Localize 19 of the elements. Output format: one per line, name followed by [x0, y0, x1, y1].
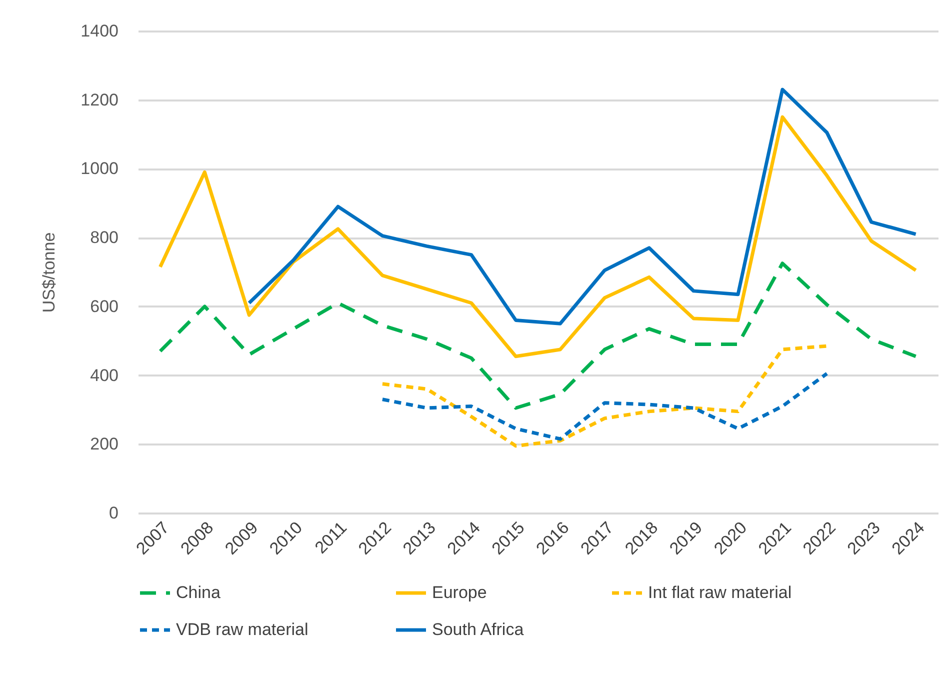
- legend-label: VDB raw material: [176, 620, 308, 639]
- legend-label: Europe: [432, 583, 487, 602]
- y-tick-label: 1400: [80, 22, 118, 40]
- legend-label: South Africa: [432, 620, 524, 639]
- y-tick-label: 800: [90, 228, 118, 248]
- y-tick-label: 200: [90, 434, 118, 454]
- legend-label: Int flat raw material: [648, 583, 792, 602]
- line-series: [380, 344, 829, 448]
- line-series: [247, 88, 918, 326]
- line-series: [158, 262, 918, 410]
- line-series: [158, 115, 918, 358]
- y-tick-label: 1000: [80, 159, 118, 178]
- y-tick-label: 600: [90, 296, 118, 316]
- line-series: [380, 372, 829, 441]
- y-tick-label: 1200: [80, 90, 118, 110]
- y-tick-label: 0: [109, 504, 118, 522]
- y-axis-title: US$/tonne: [40, 232, 59, 313]
- legend-label: China: [176, 583, 221, 602]
- y-tick-label: 400: [90, 366, 118, 385]
